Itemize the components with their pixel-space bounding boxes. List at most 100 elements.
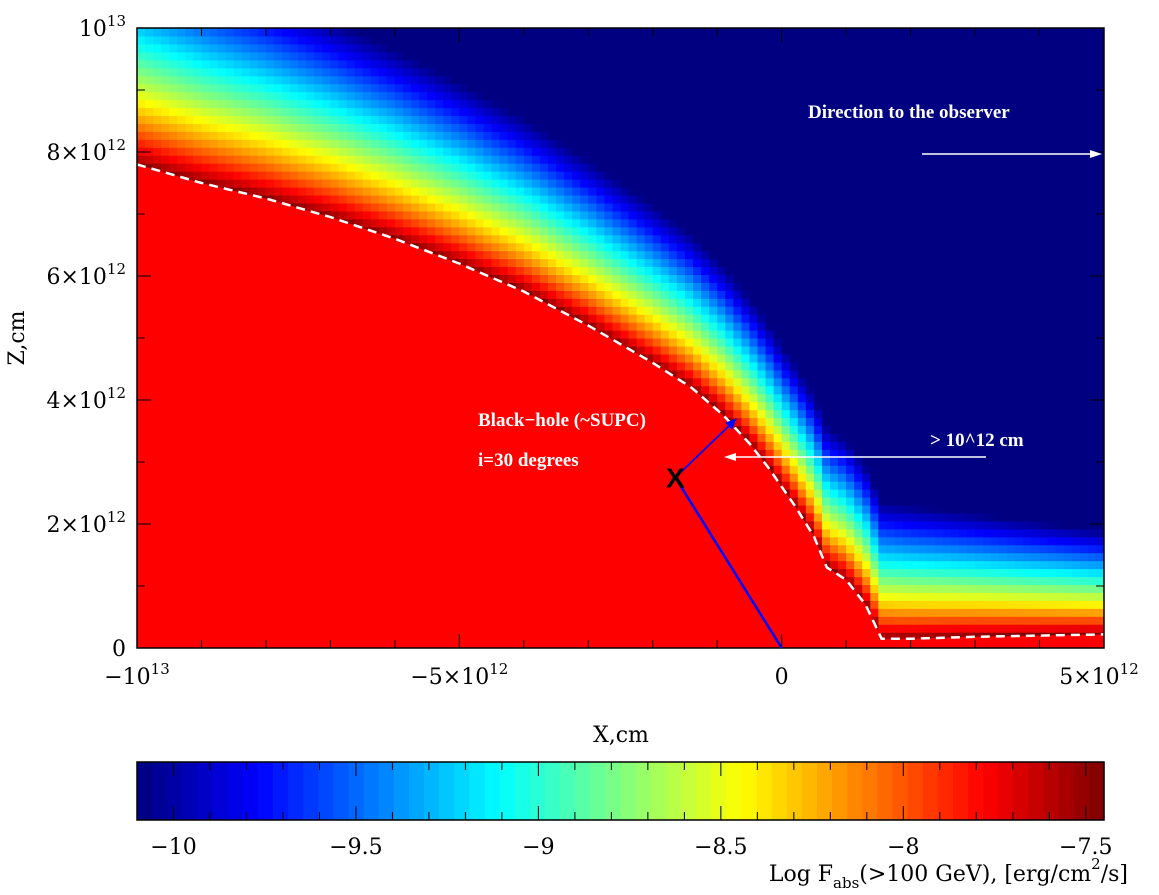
- colorbar-cell: [771, 762, 788, 820]
- y-tick-label: 6×1012: [46, 260, 126, 290]
- y-tick-label: 8×1012: [46, 136, 126, 166]
- colorbar-cell: [167, 762, 183, 820]
- colorbar-cell: [257, 762, 274, 820]
- colorbar-cell: [801, 762, 818, 820]
- colorbar-cell: [469, 762, 486, 820]
- colorbar-cell: [393, 762, 410, 820]
- colorbar-cell: [378, 762, 395, 820]
- colorbar-cell: [288, 762, 304, 820]
- colorbar-cell: [272, 762, 289, 820]
- colorbar-cell: [1043, 762, 1060, 820]
- colorbar-cell: [514, 762, 531, 820]
- colorbar-cell: [575, 762, 591, 820]
- colorbar-cell: [363, 762, 380, 820]
- distance-arrowhead: [724, 453, 736, 461]
- y-tick-label: 0: [112, 637, 126, 662]
- y-tick-label: 2×1012: [46, 508, 126, 538]
- colorbar-cell: [937, 762, 954, 820]
- colorbar-cell: [137, 762, 153, 820]
- colorbar-cell: [680, 762, 697, 820]
- colorbar-frame: [136, 761, 1105, 821]
- colorbar-cell: [1073, 762, 1090, 820]
- colorbar-cell: [424, 762, 440, 820]
- colorbar-cell: [907, 762, 924, 820]
- colorbar-tick-label: −9.5: [329, 835, 382, 860]
- colorbar-cell: [318, 762, 335, 820]
- colorbar-cell: [1088, 762, 1105, 820]
- colorbar-cell: [408, 762, 425, 820]
- colorbar-cell: [590, 762, 606, 820]
- saturated-region: [137, 164, 1104, 648]
- colorbar-cell: [952, 762, 969, 820]
- colorbar-cell: [1013, 762, 1030, 820]
- colorbar-tick-label: −9: [522, 835, 554, 860]
- colorbar-tick-label: −7.5: [1059, 835, 1112, 860]
- y-axis-title: Z,cm: [5, 310, 30, 365]
- y-tick-label: 4×1012: [46, 384, 126, 414]
- colorbar-cell: [182, 762, 199, 820]
- colorbar-cell: [877, 762, 894, 820]
- colorbar-cell: [499, 762, 516, 820]
- colorbar-cell: [847, 762, 863, 820]
- colorbar-cell: [711, 762, 727, 820]
- colorbar-cell: [454, 762, 471, 820]
- black-hole-label: Black−hole (~SUPC): [478, 410, 646, 431]
- colorbar-cell: [1028, 762, 1045, 820]
- colorbar-cell: [620, 762, 637, 820]
- colorbar-cell: [152, 762, 168, 820]
- colorbar: [137, 762, 1105, 820]
- colorbar-cell: [560, 762, 576, 820]
- x-tick-label: −1013: [104, 660, 170, 690]
- x-tick-label: 5×1012: [1059, 660, 1139, 690]
- colorbar-cell: [756, 762, 773, 820]
- colorbar-cell: [816, 762, 833, 820]
- distance-label: > 10^12 cm: [930, 430, 1024, 451]
- colorbar-cell: [605, 762, 622, 820]
- colorbar-cell: [922, 762, 939, 820]
- colorbar-cell: [696, 762, 712, 820]
- x-ticks: −1013 −5×1012 0 5×1012: [104, 28, 1139, 690]
- colorbar-cell: [650, 762, 667, 820]
- colorbar-tick-label: −8: [887, 835, 919, 860]
- inclination-label: i=30 degrees: [478, 450, 579, 471]
- colorbar-label: Log Fabs(>100 GeV), [erg/cm2/s]: [769, 855, 1128, 892]
- colorbar-tick-label: −8.5: [694, 835, 747, 860]
- colorbar-cell: [212, 762, 229, 820]
- colorbar-cell: [983, 762, 999, 820]
- colorbar-cell: [998, 762, 1014, 820]
- colorbar-cell: [968, 762, 984, 820]
- black-hole-vector: [674, 476, 783, 649]
- colorbar-cell: [741, 762, 758, 820]
- observer-direction-label: Direction to the observer: [808, 102, 1010, 123]
- black-hole-marker: X: [666, 463, 685, 494]
- colorbar-cell: [786, 762, 803, 820]
- x-tick-label: −5×1012: [410, 660, 508, 690]
- y-tick-label: 1013: [79, 12, 126, 42]
- direction-vector: [674, 417, 738, 479]
- colorbar-cell: [862, 762, 878, 820]
- x-tick-label: 0: [775, 665, 789, 690]
- direction-arrowhead: [725, 418, 737, 430]
- heatmap: [137, 28, 1104, 648]
- colorbar-cell: [529, 762, 546, 820]
- colorbar-cell: [1058, 762, 1075, 820]
- colorbar-cell: [892, 762, 909, 820]
- y-ticks: 0 2×1012 4×1012 6×1012 8×1012 1013: [46, 12, 1104, 662]
- colorbar-cell: [726, 762, 742, 820]
- colorbar-cell: [635, 762, 652, 820]
- colorbar-cell: [484, 762, 501, 820]
- colorbar-cell: [303, 762, 319, 820]
- x-axis-title: X,cm: [593, 723, 649, 748]
- colorbar-tick-label: −10: [150, 835, 196, 860]
- colorbar-cell: [439, 762, 455, 820]
- colorbar-cell: [348, 762, 365, 820]
- colorbar-cell: [227, 762, 244, 820]
- colorbar-cell: [242, 762, 259, 820]
- colorbar-cell: [544, 762, 561, 820]
- colorbar-cell: [333, 762, 350, 820]
- colorbar-cell: [665, 762, 682, 820]
- colorbar-ticks: −10 −9.5 −9 −8.5 −8 −7.5: [150, 762, 1112, 860]
- observer-arrowhead: [1090, 150, 1102, 158]
- boundary-curve: [137, 163, 1104, 640]
